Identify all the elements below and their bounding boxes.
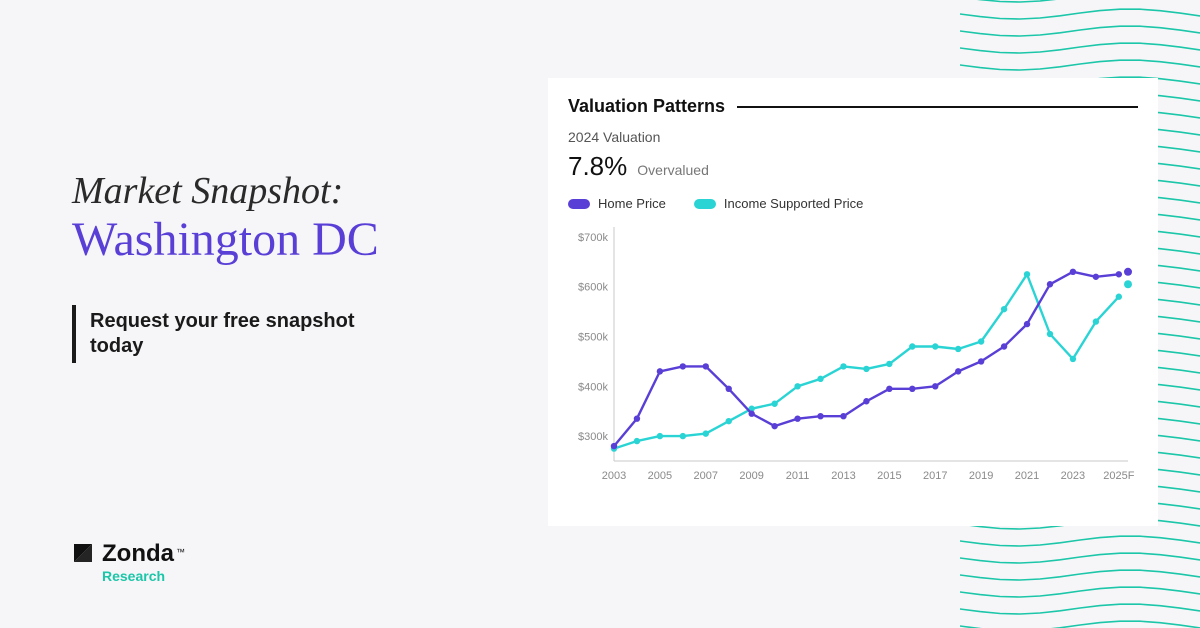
chart-plot: $300k $400k $500k $600k $700k 2003 2005 2007 200…: [568, 221, 1138, 491]
svg-text:2019: 2019: [969, 470, 993, 482]
svg-text:2017: 2017: [923, 470, 947, 482]
headline-block: Market Snapshot: Washington DC Request y…: [72, 172, 502, 363]
legend-item: Home Price: [568, 196, 666, 211]
chart-title: Valuation Patterns: [568, 96, 725, 117]
svg-text:$400k: $400k: [578, 381, 608, 393]
chart-title-row: Valuation Patterns: [568, 96, 1138, 117]
legend-label: Home Price: [598, 196, 666, 211]
svg-text:$700k: $700k: [578, 232, 608, 244]
svg-text:2015: 2015: [877, 470, 901, 482]
chart-subheading: 2024 Valuation: [568, 129, 1138, 145]
svg-text:2003: 2003: [602, 470, 626, 482]
legend-label: Income Supported Price: [724, 196, 863, 211]
svg-text:2023: 2023: [1061, 470, 1085, 482]
logo-tm: ™: [176, 547, 185, 557]
chart-card: Valuation Patterns 2024 Valuation 7.8% O…: [548, 78, 1158, 526]
logo-subbrand: Research: [102, 568, 185, 584]
svg-text:$300k: $300k: [578, 431, 608, 443]
chart-metric-row: 7.8% Overvalued: [568, 151, 1138, 182]
svg-text:2007: 2007: [694, 470, 718, 482]
svg-text:2009: 2009: [739, 470, 763, 482]
chart-svg: $300k $400k $500k $600k $700k 2003 2005 2007 200…: [568, 221, 1138, 491]
page: Market Snapshot: Washington DC Request y…: [0, 0, 1200, 628]
chart-metric-value: 7.8%: [568, 151, 627, 182]
svg-text:2013: 2013: [831, 470, 855, 482]
headline-pre: Market Snapshot:: [72, 172, 502, 212]
brand-logo: Zonda™ Research: [72, 542, 185, 584]
svg-text:2005: 2005: [648, 470, 672, 482]
chart-metric-label: Overvalued: [637, 162, 709, 178]
logo-mark-icon: [72, 542, 94, 564]
svg-text:$600k: $600k: [578, 282, 608, 294]
legend-item: Income Supported Price: [694, 196, 863, 211]
svg-text:2025F: 2025F: [1103, 470, 1134, 482]
cta-callout: Request your free snapshot today: [72, 305, 502, 363]
svg-text:2021: 2021: [1015, 470, 1039, 482]
legend-swatch: [568, 199, 590, 209]
cta-text[interactable]: Request your free snapshot today: [90, 309, 390, 359]
chart-legend: Home Price Income Supported Price: [568, 196, 1138, 211]
svg-text:2011: 2011: [786, 470, 810, 482]
svg-text:$500k: $500k: [578, 332, 608, 344]
legend-swatch: [694, 199, 716, 209]
logo-brand: Zonda: [102, 540, 174, 567]
chart-title-rule: [737, 106, 1138, 108]
logo-text-wrap: Zonda™ Research: [102, 542, 185, 584]
headline-main: Washington DC: [72, 214, 502, 267]
